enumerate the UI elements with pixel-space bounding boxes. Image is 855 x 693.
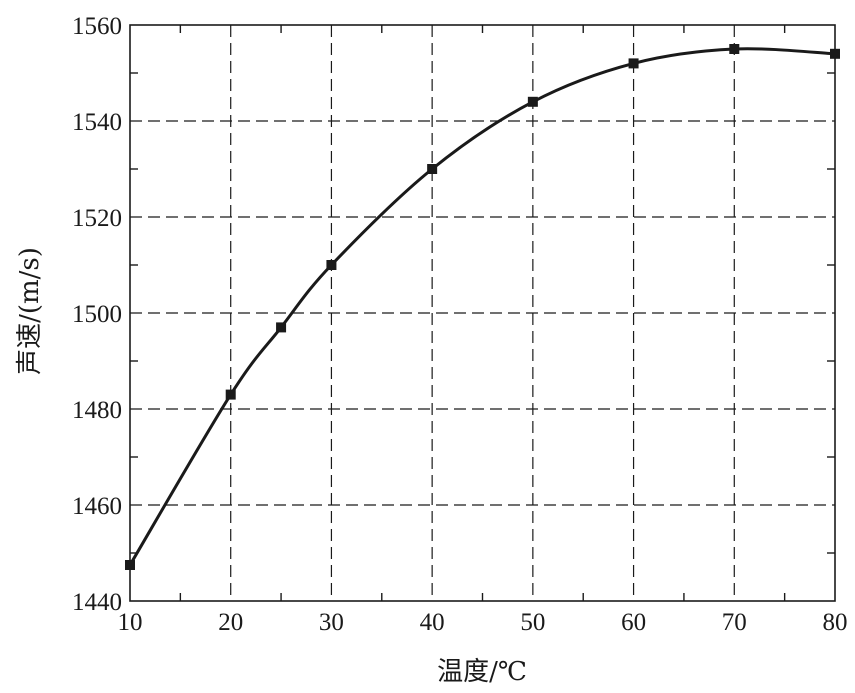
data-markers (125, 44, 840, 570)
x-tick-label: 40 (420, 609, 445, 636)
data-point-marker (830, 48, 840, 59)
x-tick-label: 30 (319, 609, 344, 636)
data-point-marker (326, 260, 337, 270)
data-point-marker (729, 44, 740, 54)
y-tick-labels: 1440 1460 1480 1500 1520 1540 1560 (72, 13, 122, 616)
x-axis-title: 温度/℃ (437, 657, 527, 687)
y-tick-label: 1480 (72, 397, 122, 424)
y-tick-label: 1500 (72, 301, 122, 328)
fit-curve (128, 47, 836, 566)
y-tick-label: 1460 (72, 493, 122, 520)
y-axis-title: 声速/(m/s) (15, 247, 45, 375)
y-tick-label: 1560 (72, 13, 122, 40)
x-tick-label: 10 (118, 609, 143, 636)
data-point-marker (125, 560, 135, 570)
plot-frame (129, 24, 836, 602)
grid-lines (130, 25, 835, 601)
y-tick-label: 1540 (72, 109, 122, 136)
x-tick-label: 60 (621, 609, 646, 636)
data-point-marker (276, 322, 287, 333)
x-tick-label: 50 (520, 609, 545, 636)
y-tick-label: 1440 (72, 589, 122, 616)
x-tick-label: 80 (823, 609, 848, 636)
data-point-marker (427, 164, 438, 174)
y-tick-label: 1520 (72, 205, 122, 232)
x-tick-labels: 10 20 30 40 50 60 70 80 (118, 609, 848, 636)
x-tick-label: 20 (218, 609, 243, 636)
minor-ticks (130, 25, 835, 601)
data-point-marker (628, 58, 639, 69)
data-point-marker (225, 389, 236, 400)
x-tick-label: 70 (722, 609, 747, 636)
data-point-marker (527, 96, 538, 107)
